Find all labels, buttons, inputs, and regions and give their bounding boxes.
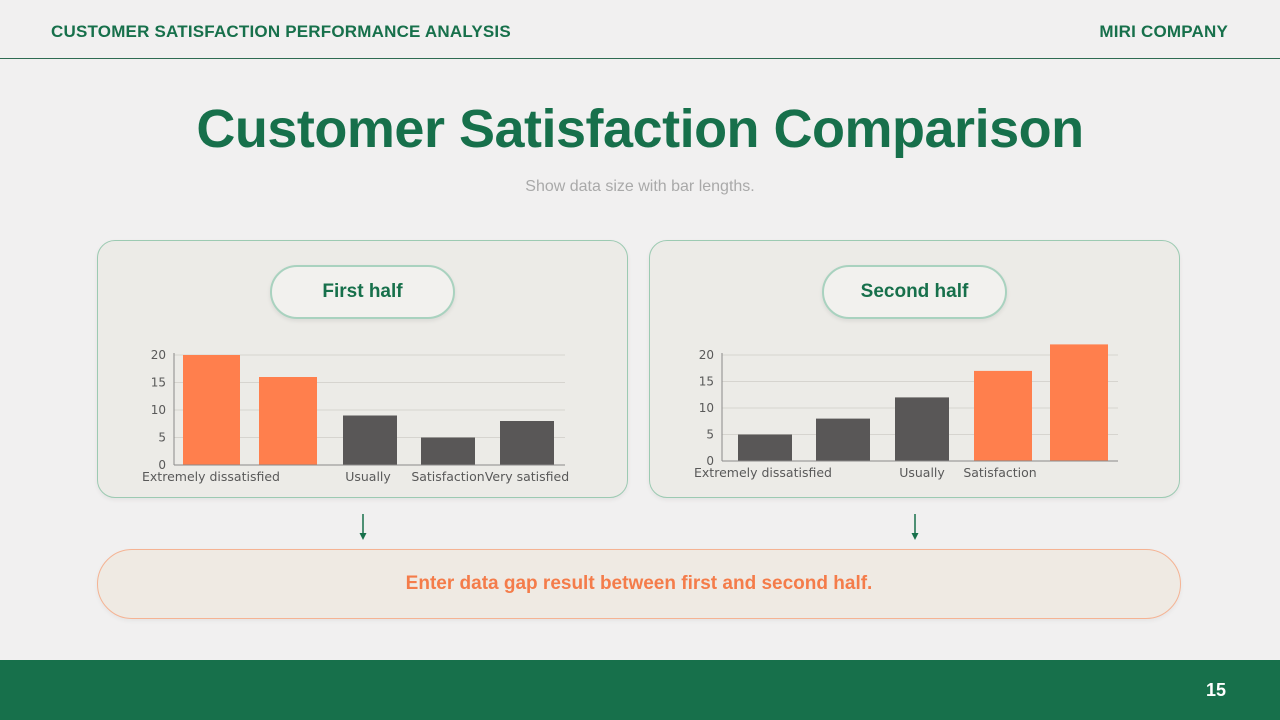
bar (259, 377, 317, 465)
first-half-panel: 0 5 10 15 20 Extremely dissatisfied Usually Sat… (97, 240, 628, 498)
y-tick-label: 5 (706, 428, 714, 442)
second-half-panel: 0 5 10 15 20 Extremely dissatisfied Usually Sat… (649, 240, 1180, 498)
y-tick-label: 0 (706, 454, 714, 468)
down-arrow-icon (359, 514, 367, 540)
second-half-title: Second half (822, 265, 1007, 319)
top-header-bar: CUSTOMER SATISFACTION PERFORMANCE ANALYS… (0, 0, 1280, 59)
bar (183, 355, 240, 465)
bar (974, 370, 1032, 461)
y-tick-label: 5 (158, 431, 166, 445)
x-category-label: Extremely dissatisfied (694, 465, 832, 480)
second-half-chart: 0 5 10 15 20 Extremely dissatisfied Usually Sat… (694, 344, 1118, 480)
x-category-label: Very satisfied (485, 469, 569, 484)
y-tick-label: 15 (699, 375, 714, 389)
y-tick-label: 10 (699, 401, 714, 415)
y-tick-label: 15 (151, 376, 166, 390)
bar (421, 437, 475, 465)
bar (343, 415, 397, 465)
bar (738, 434, 792, 461)
bar (895, 397, 949, 461)
first-half-chart: 0 5 10 15 20 Extremely dissatisfied Usually Sat… (142, 348, 569, 484)
down-arrow-icon (911, 514, 919, 540)
result-text-box[interactable]: Enter data gap result between first and … (97, 549, 1181, 619)
y-tick-label: 10 (151, 403, 166, 417)
y-tick-label: 0 (158, 458, 166, 472)
bar (816, 418, 870, 461)
page-number: 15 (1205, 680, 1226, 700)
bar (1050, 344, 1108, 461)
x-category-label: Extremely dissatisfied (142, 469, 280, 484)
x-category-label: Satisfaction (963, 465, 1036, 480)
bar (500, 421, 554, 465)
y-tick-label: 20 (151, 348, 166, 362)
report-title: CUSTOMER SATISFACTION PERFORMANCE ANALYS… (51, 22, 511, 41)
x-category-label: Satisfaction (411, 469, 484, 484)
first-half-title: First half (270, 265, 455, 319)
slide-title: Customer Satisfaction Comparison (196, 99, 1084, 159)
slide-subtitle: Show data size with bar lengths. (525, 178, 755, 195)
footer-bar: 15 (0, 660, 1280, 720)
y-tick-label: 20 (699, 348, 714, 362)
x-category-label: Usually (345, 469, 391, 484)
x-category-label: Usually (899, 465, 945, 480)
company-name: MIRI COMPANY (1099, 22, 1228, 41)
